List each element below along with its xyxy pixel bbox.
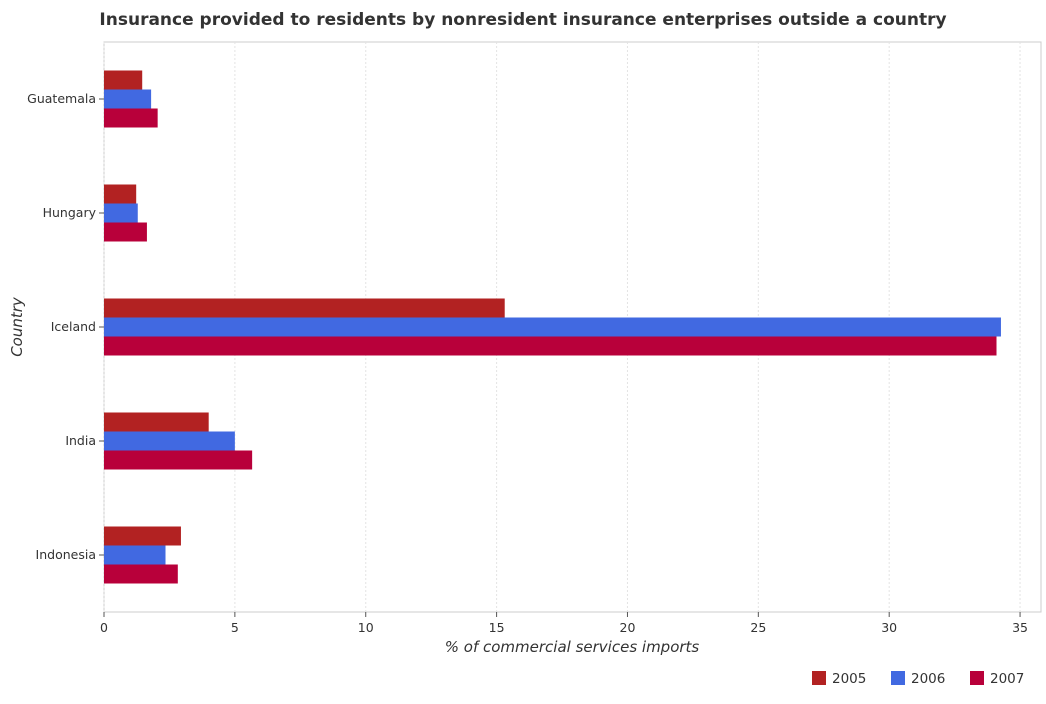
y-axis-ticks: Guatemala Hungary Iceland India Indonesia — [27, 91, 104, 562]
x-axis-label: % of commercial services imports — [445, 638, 700, 656]
bar-2007-indonesia — [104, 564, 178, 584]
x-tick-label: 0 — [100, 620, 108, 635]
x-tick-label: 35 — [1012, 620, 1028, 635]
x-axis-ticks: 0 5 10 15 20 25 30 35 — [100, 612, 1028, 635]
bar-2006-iceland — [104, 317, 1001, 337]
bar-2005-india — [104, 412, 209, 432]
bar-2007-guatemala — [104, 108, 158, 128]
legend-label-2005: 2005 — [832, 671, 866, 687]
y-tick-label: Indonesia — [36, 547, 96, 562]
y-tick-label: Hungary — [43, 205, 97, 220]
chart-title: Insurance provided to residents by nonre… — [99, 10, 946, 30]
legend-swatch-2005 — [812, 671, 826, 685]
x-tick-label: 25 — [750, 620, 766, 635]
y-tick-label: India — [65, 433, 96, 448]
x-tick-label: 5 — [231, 620, 239, 635]
x-tick-label: 20 — [620, 620, 636, 635]
bar-2007-india — [104, 450, 253, 470]
y-tick-label: Iceland — [51, 319, 96, 334]
x-tick-label: 10 — [358, 620, 374, 635]
bar-2007-hungary — [104, 222, 147, 242]
bars — [104, 70, 1001, 584]
x-tick-label: 15 — [489, 620, 505, 635]
legend: 2005 2006 2007 — [812, 671, 1024, 687]
bar-2006-indonesia — [104, 545, 166, 565]
bar-2005-indonesia — [104, 526, 181, 546]
legend-swatch-2007 — [970, 671, 984, 685]
bar-2005-guatemala — [104, 70, 143, 90]
bar-2005-iceland — [104, 298, 505, 318]
legend-swatch-2006 — [891, 671, 905, 685]
bar-2006-hungary — [104, 203, 138, 223]
y-axis-label: Country — [8, 296, 26, 357]
x-tick-label: 30 — [881, 620, 897, 635]
bar-2007-iceland — [104, 336, 997, 356]
legend-label-2006: 2006 — [911, 671, 945, 687]
bar-2005-hungary — [104, 184, 137, 204]
legend-label-2007: 2007 — [990, 671, 1024, 687]
y-tick-label: Guatemala — [27, 91, 96, 106]
bar-2006-india — [104, 431, 235, 451]
bar-2006-guatemala — [104, 89, 152, 109]
